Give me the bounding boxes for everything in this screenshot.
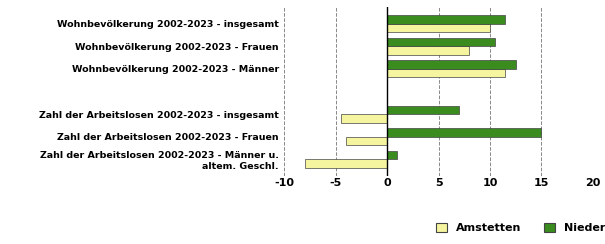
Bar [387, 69, 505, 77]
Bar [387, 38, 495, 46]
Bar [305, 159, 387, 168]
Bar [387, 24, 490, 32]
Bar [387, 60, 515, 69]
Bar [387, 15, 505, 24]
Bar [387, 128, 541, 137]
Bar [387, 106, 459, 114]
Legend: Amstetten, Niederösterreich: Amstetten, Niederösterreich [432, 218, 605, 238]
Bar [387, 46, 469, 55]
Bar [341, 114, 387, 123]
Bar [346, 137, 387, 145]
Bar [387, 151, 397, 159]
